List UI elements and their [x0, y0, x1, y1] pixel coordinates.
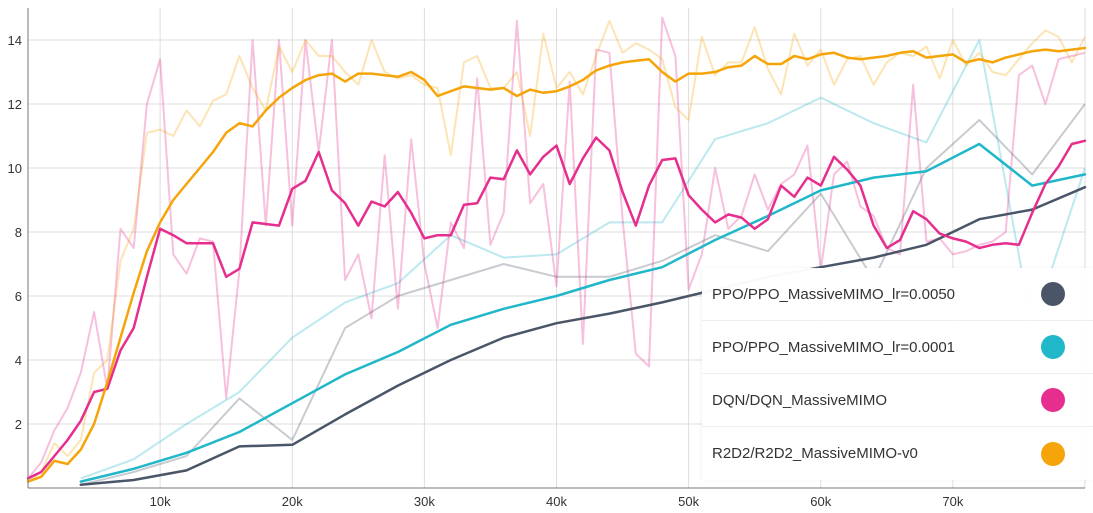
series-raw-line [27, 19, 1086, 483]
axes [27, 8, 1085, 489]
y-tick-labels: 2 4 6 8 10 12 14 [8, 33, 22, 432]
x-tick-label: 30k [414, 494, 435, 509]
legend-swatch [1041, 282, 1065, 306]
legend-item-ppo-lr-0.0001[interactable]: PPO/PPO_MassiveMIMO_lr=0.0001 [702, 321, 1093, 374]
y-tick-label: 2 [15, 417, 22, 432]
x-tick-label: 60k [810, 494, 831, 509]
x-tick-label: 50k [678, 494, 699, 509]
legend-label: PPO/PPO_MassiveMIMO_lr=0.0050 [712, 285, 956, 303]
x-tick-label: 10k [150, 494, 171, 509]
legend-label: R2D2/R2D2_MassiveMIMO-v0 [712, 445, 918, 462]
y-tick-label: 4 [15, 353, 22, 368]
legend-swatch [1041, 335, 1065, 359]
y-tick-label: 14 [8, 33, 22, 48]
x-tick-labels: 10k 20k 30k 40k 50k 60k 70k [150, 494, 964, 509]
y-tick-label: 12 [8, 97, 22, 112]
x-tick-label: 40k [546, 494, 567, 509]
y-tick-label: 8 [15, 225, 22, 240]
legend-label: PPO/PPO_MassiveMIMO_lr=0.0001 [712, 338, 956, 356]
raw-series-lines [27, 16, 1086, 486]
series-raw-line [27, 16, 1086, 480]
series-line [26, 136, 1087, 480]
series-line [79, 142, 1087, 483]
legend-label: DQN/DQN_MassiveMIMO [712, 391, 888, 409]
legend-swatch [1041, 441, 1065, 466]
legend-item-r2d2[interactable]: R2D2/R2D2_MassiveMIMO-v0 [702, 427, 1093, 480]
series-raw-line [80, 39, 1086, 480]
smoothed-series-lines [26, 46, 1087, 487]
series-line [26, 46, 1087, 483]
series-line [79, 185, 1087, 487]
legend: PPO/PPO_MassiveMIMO_lr=0.0050 PPO/PPO_Ma… [702, 268, 1093, 480]
y-tick-label: 10 [8, 161, 22, 176]
legend-item-ppo-lr-0.0050[interactable]: PPO/PPO_MassiveMIMO_lr=0.0050 [702, 268, 1093, 321]
x-tick-label: 70k [942, 494, 963, 509]
series-raw-line [80, 103, 1086, 486]
legend-swatch [1041, 388, 1065, 412]
legend-item-dqn[interactable]: DQN/DQN_MassiveMIMO [702, 374, 1093, 427]
x-tick-label: 20k [282, 494, 303, 509]
y-tick-label: 6 [15, 289, 22, 304]
